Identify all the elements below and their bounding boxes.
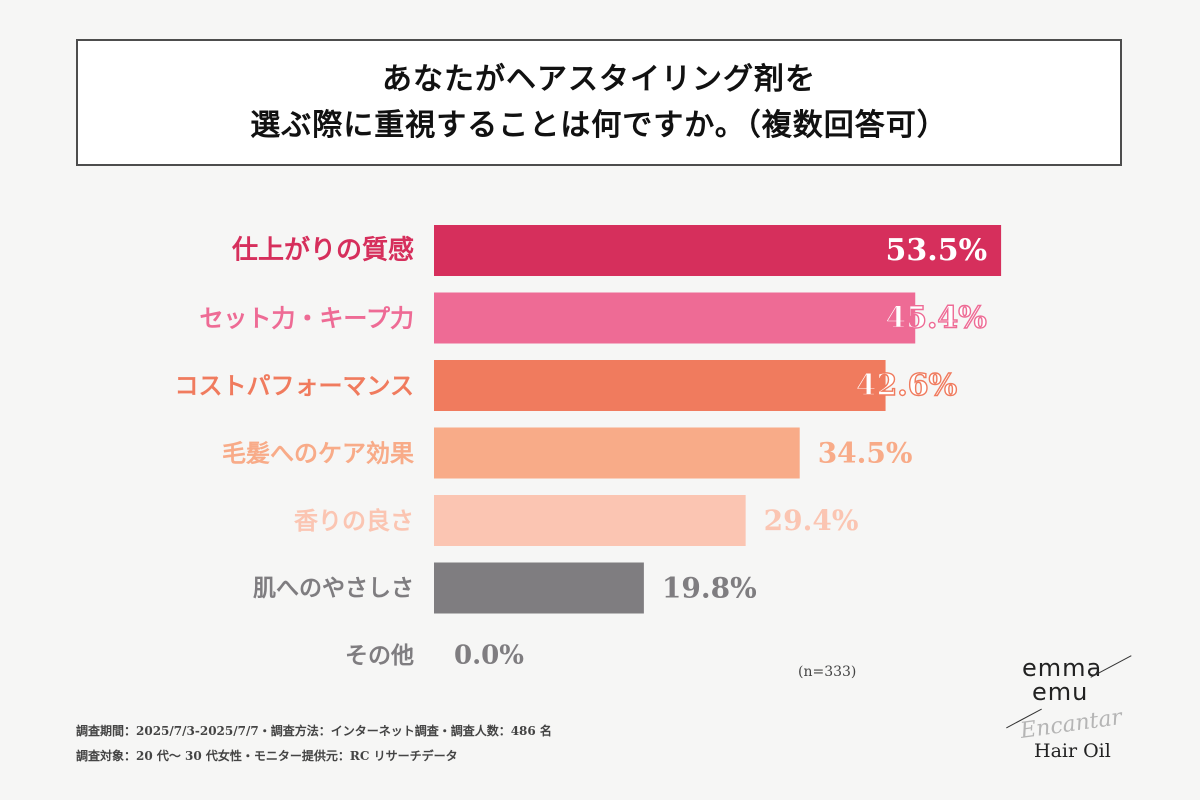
brand-logo: emma emu Encantar Hair Oil: [1000, 652, 1140, 772]
survey-footnote-1: 調査期間：2025/7/3-2025/7/7・調査方法：インターネット調査・調査…: [76, 724, 552, 738]
survey-footnote-2: 調査対象：20 代〜 30 代女性・モニター提供元：RC リサーチデータ: [76, 749, 458, 763]
category-label: 香りの良さ: [294, 506, 414, 535]
value-label: 45.4%: [885, 301, 987, 336]
value-label: 0.0%: [454, 641, 524, 671]
value-label: 34.5%: [818, 437, 913, 470]
brand-logo-product: Hair Oil: [1034, 740, 1111, 762]
category-label: 仕上がりの質感: [231, 235, 414, 266]
value-label: 29.4%: [764, 504, 859, 537]
value-label: 19.8%: [662, 572, 757, 605]
chart-title-box: あなたがヘアスタイリング剤を 選ぶ際に重視することは何ですか。（複数回答可）: [76, 39, 1122, 166]
brand-logo-emma: emma: [1022, 654, 1103, 682]
value-label: 53.5%: [886, 233, 988, 268]
bar: [434, 292, 916, 344]
chart-title-line-2: 選ぶ際に重視することは何ですか。（複数回答可）: [250, 107, 948, 143]
bar: [434, 225, 1002, 276]
category-label: 毛髪へのケア効果: [222, 439, 414, 468]
category-label: 肌へのやさしさ: [253, 575, 414, 602]
bar: [434, 495, 746, 546]
chart-title-line-1: あなたがヘアスタイリング剤を: [382, 61, 816, 97]
bar: [434, 562, 644, 614]
brand-logo-emu: emu: [1032, 678, 1089, 706]
category-label: その他: [345, 642, 414, 669]
category-label: セット力・キープ力: [199, 304, 414, 333]
bar: [434, 360, 886, 411]
value-label: 42.6%: [856, 368, 958, 403]
sample-size-note: (n=333): [798, 664, 857, 680]
category-label: コストパフォーマンス: [174, 371, 414, 400]
bar: [434, 427, 800, 479]
